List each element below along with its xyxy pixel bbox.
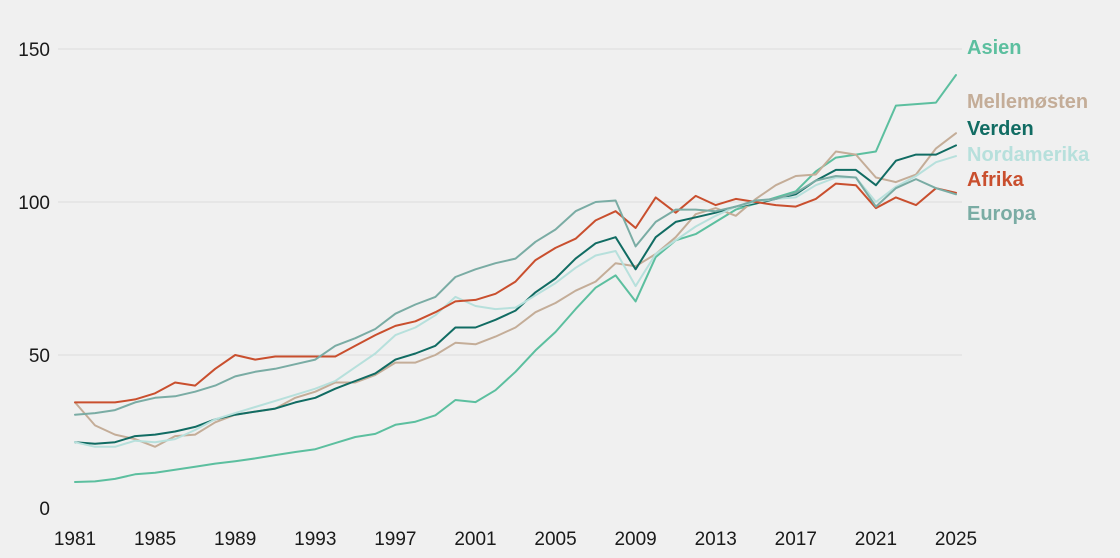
series-label-afrika: Afrika [967,169,1025,191]
y-tick-label: 0 [39,499,50,520]
y-tick-label: 150 [18,40,50,61]
x-tick-label: 2005 [534,529,576,550]
x-tick-label: 2009 [614,529,656,550]
series-line-verden [74,144,957,445]
series-label-asien: Asien [967,37,1021,59]
x-tick-label: 1989 [214,529,256,550]
series-line-mellemøsten [74,132,957,448]
x-tick-label: 1985 [134,529,176,550]
series-label-verden: Verden [967,118,1034,140]
series-line-afrika [74,182,957,404]
series-line-asien [74,74,957,483]
y-axis-tick-labels: 0 50 100 150 [18,40,50,520]
y-tick-label: 100 [18,193,50,214]
x-axis-tick-labels: 1981 1985 1989 1993 1997 2001 2005 2009 2013 2017… [54,529,977,550]
y-tick-label: 50 [29,346,50,367]
series-label-europa: Europa [967,203,1037,225]
series-label-mellemøsten: Mellemøsten [967,91,1088,113]
x-tick-label: 1993 [294,529,336,550]
x-tick-label: 2013 [695,529,737,550]
x-tick-label: 1997 [374,529,416,550]
x-tick-label: 2017 [775,529,817,550]
x-tick-label: 2001 [454,529,496,550]
series-line-nordamerika [74,155,957,448]
x-tick-label: 2021 [855,529,897,550]
series-labels: Asien Mellemøsten Verden Nordamerika Afrika E… [967,37,1090,225]
x-tick-label: 1981 [54,529,96,550]
x-tick-label: 2025 [935,529,977,550]
gridlines [58,48,962,356]
series-label-nordamerika: Nordamerika [967,144,1090,166]
series-line-europa [74,175,957,416]
series-lines [74,74,957,483]
